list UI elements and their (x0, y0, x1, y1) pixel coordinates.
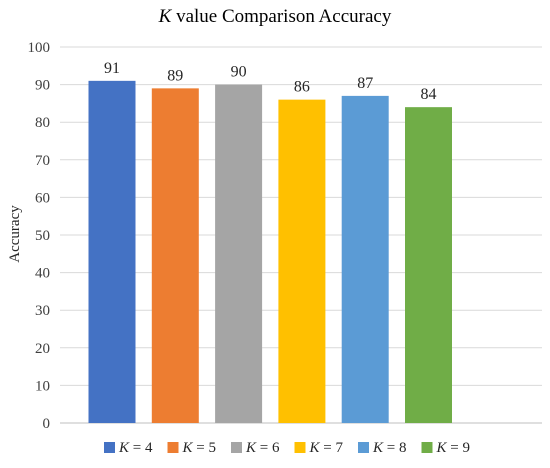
legend-label: K = 8 (372, 440, 406, 456)
y-tick-label: 30 (35, 303, 50, 319)
legend-label: K = 6 (245, 440, 280, 456)
bar (341, 95, 389, 423)
data-label: 91 (104, 60, 120, 77)
data-label: 89 (167, 67, 183, 84)
y-tick-label: 10 (35, 378, 50, 394)
bar (405, 107, 452, 423)
legend-label: K = 9 (436, 440, 470, 456)
chart-title-text: value Comparison Accuracy (171, 6, 392, 27)
legend-label: K = 4 (118, 440, 153, 456)
legend-swatch (231, 442, 242, 453)
y-tick-label: 0 (43, 416, 51, 432)
data-label: 84 (421, 86, 437, 103)
bar (88, 80, 136, 423)
legend-item: K = 9 (421, 440, 470, 456)
legend-item: K = 8 (358, 440, 406, 456)
data-label: 90 (231, 64, 247, 81)
legend-label: K = 7 (309, 440, 344, 456)
y-tick-label: 90 (35, 78, 50, 94)
legend-item: K = 7 (294, 440, 344, 456)
legend-item: K = 6 (231, 440, 280, 456)
chart-title: K value Comparison Accuracy (158, 6, 392, 27)
data-label: 87 (357, 75, 373, 92)
legend-swatch (421, 442, 433, 453)
chart-title-variable: K (158, 6, 173, 27)
y-axis-tick-labels: 0 10 20 30 40 50 60 70 80 90 100 (28, 40, 51, 432)
legend-swatch (358, 442, 369, 453)
data-label: 86 (294, 79, 310, 96)
y-tick-label: 40 (35, 266, 50, 282)
y-tick-label: 20 (35, 341, 50, 357)
legend-item: K = 5 (167, 440, 216, 456)
bar (215, 84, 263, 423)
y-tick-label: 50 (35, 228, 50, 244)
bar (278, 99, 326, 423)
legend-item: K = 4 (104, 440, 153, 456)
bars (88, 80, 452, 424)
legend-swatch (104, 442, 115, 453)
y-axis-label: Accuracy (7, 205, 23, 263)
data-labels: 91 89 90 86 87 84 (104, 60, 437, 103)
y-tick-label: 80 (35, 115, 50, 131)
y-tick-label: 100 (28, 40, 51, 56)
y-tick-label: 70 (35, 153, 50, 169)
legend-label: K = 5 (182, 440, 216, 456)
legend: K = 4 K = 5 K = 6 K = 7 K = 8 K = 9 (104, 440, 470, 456)
legend-swatch (167, 442, 179, 453)
legend-swatch (294, 442, 306, 453)
bar (151, 88, 199, 424)
y-tick-label: 60 (35, 190, 50, 206)
